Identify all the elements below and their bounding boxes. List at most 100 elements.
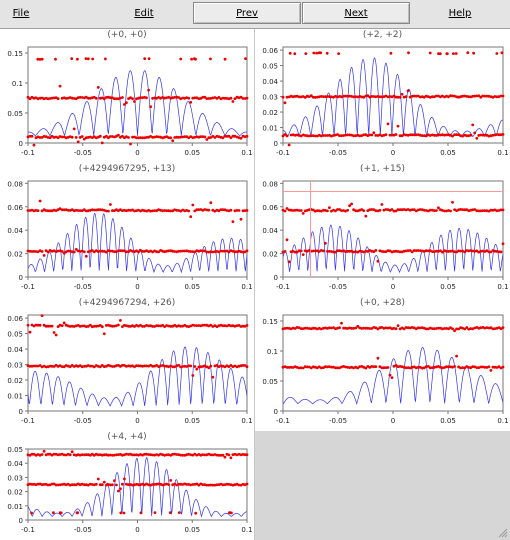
plot-panel-4: (+1, +15) 0 0.02 0.04 0.06 0.08 -0.1 -0.05 0 0.0…	[255, 163, 510, 297]
x-tick-label: 0.1	[241, 149, 252, 157]
help-menu[interactable]: Help	[440, 2, 480, 24]
data-point	[287, 260, 291, 264]
data-point	[389, 51, 393, 55]
data-point	[299, 327, 303, 330]
prev-button[interactable]: Prev	[193, 2, 301, 24]
data-point	[151, 325, 155, 328]
data-point	[167, 453, 171, 457]
data-point	[207, 97, 211, 100]
data-point	[366, 94, 370, 98]
y-tick-label: 0.02	[7, 489, 23, 497]
data-point	[245, 96, 249, 100]
data-point	[312, 51, 316, 55]
data-point	[233, 134, 237, 138]
y-tick-label: 0.02	[262, 251, 278, 259]
data-point	[54, 483, 58, 487]
x-tick-label: 0.05	[440, 149, 456, 157]
data-point	[297, 366, 301, 370]
next-button[interactable]: Next	[302, 2, 410, 24]
data-point	[342, 326, 345, 330]
data-point	[113, 97, 116, 100]
data-point	[54, 57, 57, 61]
edit-menu[interactable]: Edit	[120, 2, 168, 24]
data-point	[406, 326, 410, 330]
data-point	[441, 366, 444, 370]
data-point	[70, 483, 74, 486]
data-point	[283, 209, 287, 213]
data-point	[84, 254, 88, 258]
x-tick-label: -0.05	[329, 417, 347, 425]
data-point	[105, 134, 108, 138]
y-tick-label: 0.03	[7, 362, 23, 370]
data-point	[127, 483, 130, 486]
data-point	[319, 249, 323, 252]
data-point	[56, 325, 60, 328]
data-point	[396, 208, 400, 212]
x-tick-label: 0.1	[497, 283, 508, 291]
data-point	[193, 96, 197, 100]
data-point	[388, 133, 392, 137]
data-point	[205, 483, 209, 487]
data-point	[483, 94, 487, 98]
data-point	[428, 134, 432, 137]
file-menu[interactable]: File	[6, 2, 36, 24]
data-point	[374, 209, 378, 213]
data-point	[195, 324, 199, 327]
plot-panel-7: (+4, +4) 0 0.01 0.02 0.03 0.04 0.05 -0.1 -0.05 0…	[0, 431, 254, 540]
data-point	[38, 364, 42, 367]
data-point	[362, 209, 366, 212]
data-point	[243, 453, 247, 457]
data-point	[36, 364, 40, 368]
data-point	[428, 208, 432, 212]
data-point	[301, 253, 305, 256]
plot-svg: 0 0.02 0.04 0.06 0.08 -0.1 -0.05 0 0.05 0.1	[7, 180, 252, 291]
data-point	[221, 249, 225, 253]
data-point	[336, 249, 339, 252]
data-point	[62, 321, 66, 325]
resize-grip-icon[interactable]	[498, 528, 508, 538]
data-point	[189, 483, 193, 487]
data-point	[356, 324, 360, 328]
data-point	[491, 365, 495, 369]
data-point	[189, 135, 193, 138]
y-tick-label: 0.1	[267, 348, 278, 356]
data-point	[330, 365, 333, 369]
data-point	[40, 453, 44, 456]
data-point	[151, 453, 155, 457]
data-point	[125, 209, 128, 213]
data-point	[185, 483, 189, 486]
data-point	[495, 133, 499, 136]
data-point	[443, 209, 446, 213]
data-point	[74, 136, 78, 139]
next-button-label: Next	[344, 7, 368, 19]
data-point	[487, 365, 491, 369]
y-tick-label: 0	[19, 274, 23, 282]
data-point	[295, 250, 299, 254]
data-point	[471, 123, 475, 127]
plot-svg: 0 0.05 0.1 0.15 -0.1 -0.05 0 0.05 0.1	[262, 314, 509, 425]
data-point	[461, 326, 464, 330]
data-point	[241, 364, 245, 367]
data-point	[109, 249, 112, 253]
data-point	[378, 95, 382, 99]
data-point	[151, 483, 155, 486]
curve-series	[28, 457, 247, 518]
data-point	[319, 327, 323, 331]
data-point	[30, 452, 34, 456]
plot-svg: 0 0.01 0.02 0.03 0.04 0.05 -0.1 -0.05 0 0.05 0.1	[7, 446, 252, 534]
data-point	[115, 97, 118, 101]
data-point	[245, 324, 249, 327]
data-point	[84, 57, 88, 60]
data-point	[191, 203, 195, 207]
data-point	[167, 209, 171, 213]
data-point	[60, 324, 64, 327]
x-tick-label: 0	[135, 149, 139, 157]
data-point	[311, 326, 315, 330]
data-point	[139, 511, 143, 515]
data-point	[70, 57, 74, 60]
x-tick-label: 0.1	[241, 283, 252, 291]
data-point	[125, 250, 128, 254]
data-point	[410, 250, 414, 254]
data-point	[131, 97, 134, 101]
data-point	[384, 94, 388, 98]
